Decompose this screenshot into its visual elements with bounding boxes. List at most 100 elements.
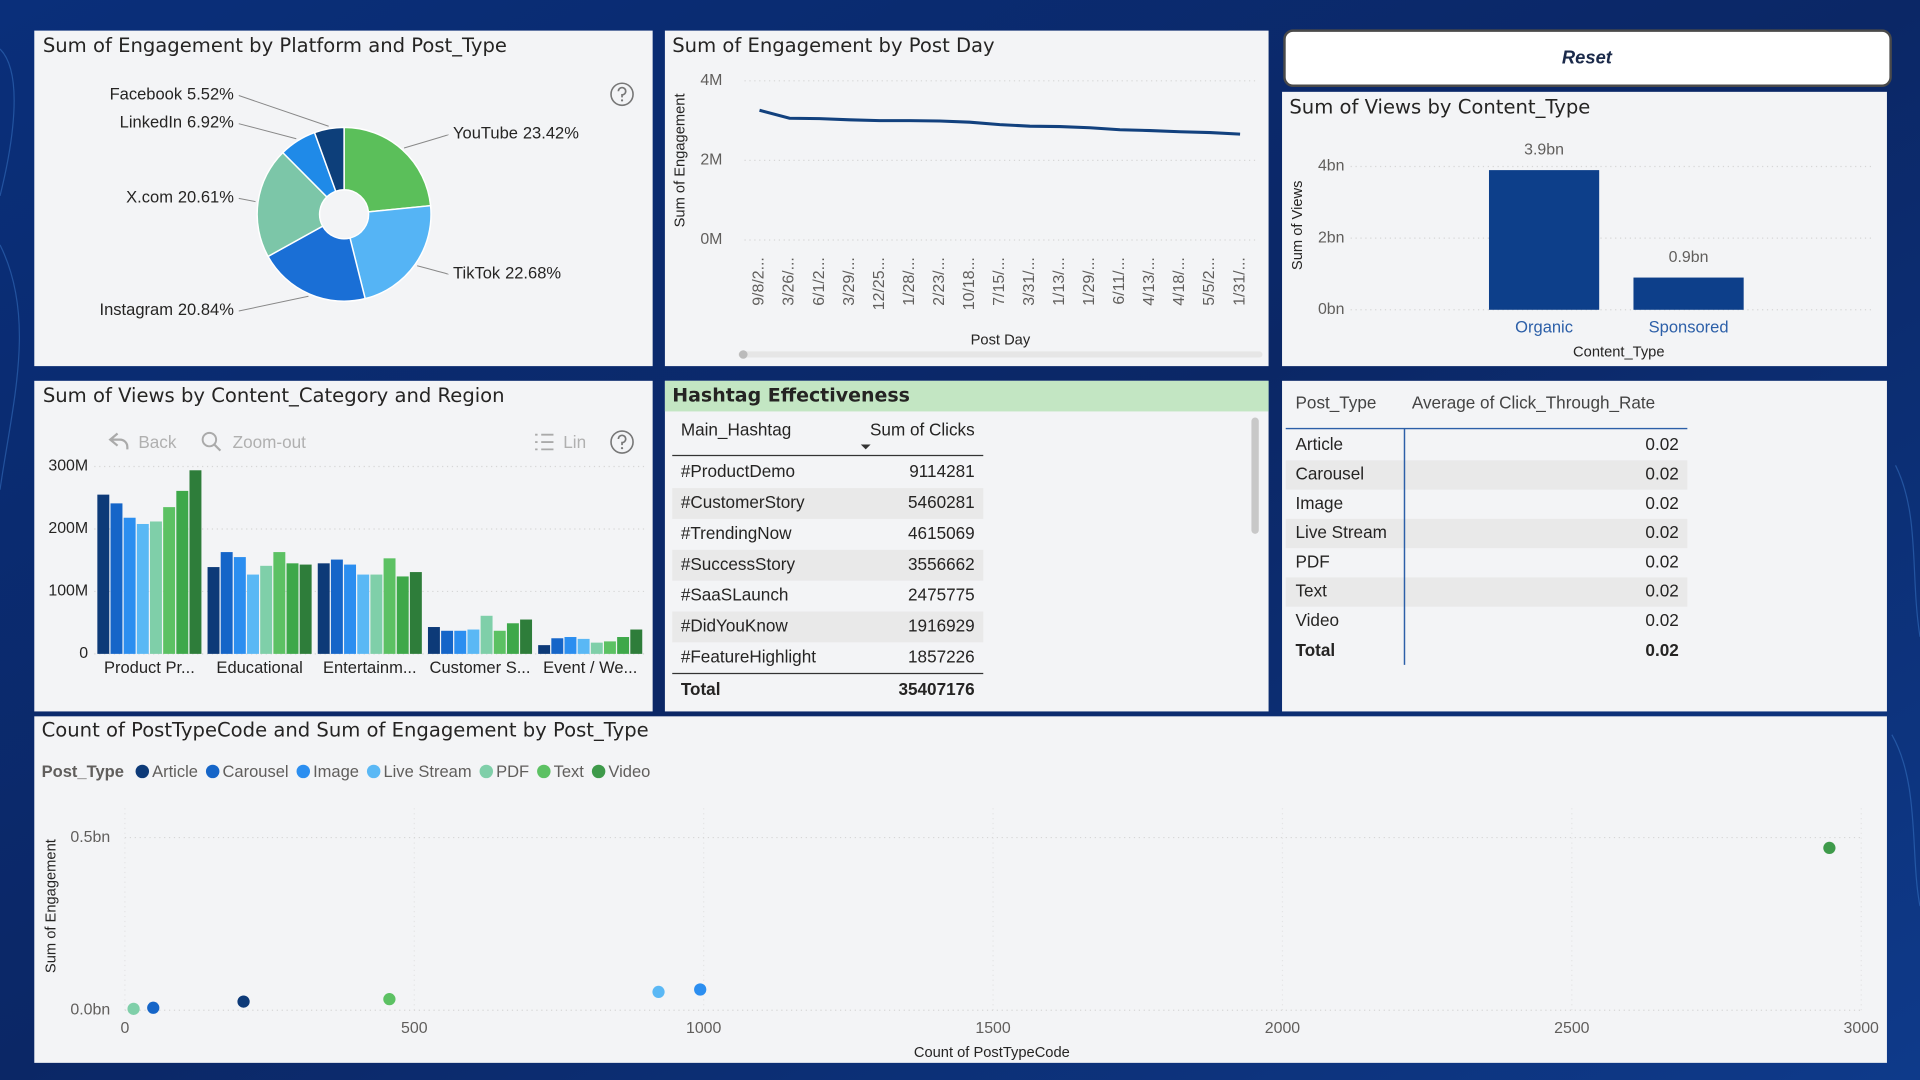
y-tick-label: 0 <box>79 645 88 662</box>
cell: #TrendingNow <box>681 523 792 543</box>
y-tick-label: 200M <box>48 520 88 537</box>
legend-label: PDF <box>496 762 529 781</box>
y-axis-title: Sum of Engagement <box>43 839 59 973</box>
column-header: Main_Hashtag <box>681 420 791 440</box>
bar <box>480 615 493 654</box>
table-title: Hashtag Effectiveness <box>672 385 910 407</box>
bar <box>317 563 330 654</box>
legend-swatch <box>296 764 311 779</box>
scatter-point <box>652 985 665 999</box>
pie-label-name: YouTube <box>453 124 518 143</box>
bar <box>207 567 220 654</box>
cell: Image <box>1296 493 1344 513</box>
y-axis-title: Sum of Engagement <box>673 93 689 227</box>
legend-label: Carousel <box>222 762 288 781</box>
pie-label-value: 5.52% <box>187 85 234 104</box>
help-dot <box>620 447 624 450</box>
y-tick-label: 0.0bn <box>70 1001 110 1018</box>
y-axis-title: Sum of Views <box>1290 181 1306 271</box>
bar <box>286 563 299 654</box>
cell: 0.02 <box>1645 464 1678 484</box>
help-dot <box>620 99 624 102</box>
leader-line <box>238 295 309 312</box>
y-tick-label: 2M <box>700 152 722 169</box>
sort-arrow <box>860 444 871 450</box>
cell: 0.02 <box>1645 551 1678 571</box>
cell: #SuccessStory <box>681 554 796 574</box>
legend-label: Image <box>313 762 359 781</box>
x-tick-label: 6/1/2... <box>811 257 828 306</box>
pie-label: YouTube 23.42% <box>453 124 579 143</box>
x-tick-label: 4/13/... <box>1141 257 1158 306</box>
legend-label: Video <box>608 762 650 781</box>
panel-hashtag <box>664 380 1269 712</box>
leader-line <box>238 95 329 127</box>
legend-label: Article <box>152 762 198 781</box>
chart-title: Sum of Views by Content_Category and Reg… <box>43 384 505 407</box>
bar <box>176 490 189 654</box>
panel-scatter <box>34 716 1887 1063</box>
legend-swatch <box>591 764 606 779</box>
cell: #FeatureHighlight <box>681 646 816 666</box>
cell: 5460281 <box>908 492 975 512</box>
pie-label-value: 6.92% <box>187 113 234 132</box>
scatter-point <box>1823 841 1836 855</box>
bar <box>370 574 383 654</box>
cell: Text <box>1296 581 1328 601</box>
bar <box>330 559 343 654</box>
help-glyph <box>617 434 627 446</box>
bar <box>603 641 616 654</box>
bar <box>150 521 162 654</box>
bar <box>220 552 233 654</box>
x-tick-label: 2/23/... <box>931 257 948 306</box>
cell: 0.02 <box>1645 522 1678 542</box>
bar <box>247 574 259 654</box>
legend-title: Post_Type <box>42 762 124 781</box>
table-header-band <box>664 380 1269 412</box>
pie-label-name: Facebook <box>110 85 183 104</box>
row-band <box>672 549 984 581</box>
bar <box>357 574 370 654</box>
bar <box>136 523 149 654</box>
scrollbar[interactable] <box>1251 417 1259 534</box>
cell: 4615069 <box>908 523 975 543</box>
x-tick-label: 1/13/... <box>1051 257 1068 306</box>
reset-label[interactable]: Reset <box>1562 47 1613 68</box>
bar <box>467 629 480 654</box>
scatter-point <box>237 995 250 1008</box>
panel-line <box>664 30 1269 367</box>
data-label: 0.9bn <box>1669 249 1709 266</box>
background-waves <box>0 48 1920 907</box>
legend-label: Live Stream <box>383 762 471 781</box>
x-tick-label: 3000 <box>1844 1020 1880 1037</box>
content: Sum of Engagement by Platform and Post_T… <box>42 34 1879 1061</box>
x-tick-label: 7/15/... <box>991 257 1008 306</box>
reset-button[interactable] <box>1283 29 1892 87</box>
leader-line <box>238 123 297 140</box>
cell: 1857226 <box>908 646 975 666</box>
x-tick-label: Sponsored <box>1649 318 1729 337</box>
bar <box>427 627 440 654</box>
cell: PDF <box>1296 551 1330 571</box>
toolbar-zoom-out[interactable]: Zoom-out <box>233 432 307 452</box>
y-tick-label: 2bn <box>1318 229 1345 246</box>
bar <box>233 557 246 654</box>
help-icon <box>610 82 634 107</box>
x-tick-label: Entertainm... <box>323 658 417 677</box>
total-cell: 0.02 <box>1645 640 1678 660</box>
data-label: 3.9bn <box>1524 142 1564 159</box>
help-icon <box>610 430 634 454</box>
toolbar-back[interactable]: Back <box>138 432 177 452</box>
x-tick-label: 1/31/... <box>1231 257 1248 306</box>
cell: Article <box>1296 434 1344 454</box>
bar <box>577 638 590 654</box>
scrollbar-thumb <box>738 350 748 359</box>
list-icon <box>535 433 554 451</box>
toolbar-lin[interactable]: Lin <box>563 432 586 452</box>
x-tick-label: 1/28/... <box>901 257 918 306</box>
total-cell: 35407176 <box>898 679 974 699</box>
column-header: Average of Click_Through_Rate <box>1412 393 1655 413</box>
cell: #SaaSLaunch <box>681 585 789 605</box>
panel-pie <box>34 30 653 367</box>
legend-swatch <box>366 764 381 779</box>
